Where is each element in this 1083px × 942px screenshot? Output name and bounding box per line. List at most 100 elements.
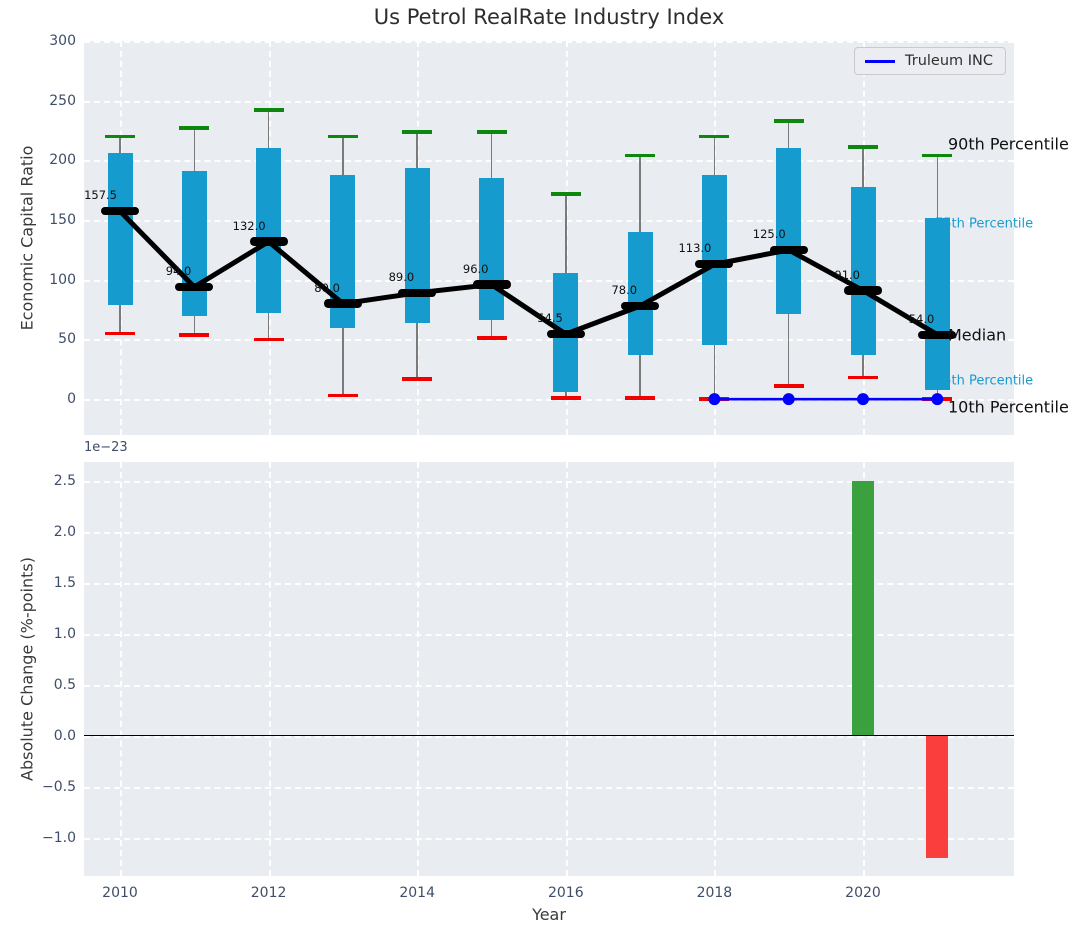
- y-tick-label: 150: [49, 212, 76, 229]
- annotation-median: Median: [948, 325, 1007, 345]
- median-value-label: 54.0: [908, 311, 935, 326]
- median-value-label: 96.0: [462, 261, 489, 276]
- iqr-bar: [776, 148, 802, 315]
- whisker-cap-10th: [476, 336, 507, 341]
- whisker-cap-90th: [848, 145, 878, 150]
- line-overlay: [118, 209, 944, 406]
- scale-offset-label: 1e−23: [84, 440, 128, 455]
- legend: Truleum INC: [854, 47, 1006, 75]
- y-tick-label: 2.5: [53, 472, 76, 489]
- zero-line: [84, 734, 1014, 737]
- y-tick-label: −0.5: [42, 778, 76, 795]
- top-plot-area: Truleum INC 75th Percentile 25th Percenti…: [84, 41, 1069, 435]
- y-tick-label: 0.0: [53, 727, 76, 744]
- median-dash: [323, 299, 362, 308]
- y-tick-label: 2.0: [53, 523, 76, 540]
- whisker-cap-10th: [848, 375, 878, 380]
- median-value-label: 157.5: [84, 188, 117, 203]
- x-tick-label: 2012: [250, 885, 287, 901]
- iqr-bar: [256, 148, 282, 314]
- median-dash: [844, 286, 882, 295]
- gridline: [84, 41, 1014, 43]
- whisker-cap-90th: [773, 119, 804, 123]
- legend-line-sample: [865, 59, 895, 63]
- y-tick-label: 100: [49, 271, 76, 288]
- change-bar-positive: [852, 480, 874, 736]
- truleum-marker: [708, 393, 721, 406]
- median-value-label: 91.0: [834, 267, 860, 282]
- gridline: [84, 582, 1014, 585]
- whisker-cap-10th: [253, 337, 284, 342]
- x-tick-label: 2020: [845, 885, 881, 901]
- median-dash: [101, 206, 139, 216]
- median-line: [118, 209, 939, 337]
- x-axis-label: Year: [532, 905, 566, 924]
- gridline: [565, 41, 568, 435]
- annotation-90th-percentile: 90th Percentile: [948, 134, 1069, 154]
- x-tick-label: 2018: [696, 885, 733, 901]
- gridline: [84, 633, 1014, 636]
- whisker-cap-90th: [179, 126, 210, 130]
- iqr-bar: [924, 217, 950, 390]
- legend-label: Truleum INC: [905, 53, 993, 69]
- gridline: [84, 480, 1014, 483]
- median-dash: [621, 301, 660, 311]
- annotation-25th-percentile: 25th Percentile: [935, 373, 1034, 389]
- whisker-cap-90th: [550, 192, 581, 196]
- median-dash: [918, 330, 957, 339]
- median-dash: [769, 245, 808, 255]
- gridline: [84, 735, 1014, 738]
- truleum-marker: [857, 393, 869, 406]
- gridline: [84, 339, 1014, 342]
- y-tick-label: 250: [49, 92, 76, 109]
- iqr-bar: [627, 232, 653, 355]
- whisker-cap-90th: [476, 129, 507, 134]
- median-value-label: 132.0: [232, 218, 266, 233]
- gridline: [84, 399, 1014, 402]
- truleum-marker: [931, 393, 944, 406]
- median-value-label: 94.0: [165, 263, 192, 278]
- y-tick-label: 200: [49, 152, 76, 169]
- whisker-cap-10th: [625, 396, 656, 400]
- gridline: [84, 220, 1014, 223]
- y-tick-label: −1.0: [42, 829, 76, 846]
- iqr-bar: [479, 178, 504, 321]
- annotation-10th-percentile: 10th Percentile: [948, 397, 1069, 417]
- whisker-cap-90th: [625, 153, 656, 158]
- whisker-cap-90th: [253, 108, 284, 113]
- gridline: [84, 786, 1014, 789]
- whisker-cap-10th: [105, 331, 135, 336]
- gridline: [84, 531, 1014, 534]
- whisker-cap-10th: [327, 393, 358, 398]
- whisker-cap-10th: [402, 377, 433, 381]
- annotation-75th-percentile: 75th Percentile: [935, 216, 1034, 232]
- whisker-cap-90th: [699, 134, 730, 139]
- x-tick-label: 2010: [102, 885, 138, 901]
- gridline: [268, 462, 271, 876]
- y-tick-label: 0: [67, 391, 76, 408]
- whisker-cap-90th: [327, 134, 358, 139]
- y-tick-label: 0.5: [53, 676, 76, 693]
- gridline: [84, 279, 1014, 282]
- whisker-cap-90th: [402, 129, 433, 134]
- whisker-cap-10th: [179, 332, 210, 337]
- y-tick-label: 50: [58, 331, 76, 348]
- whisker-cap-90th: [105, 134, 135, 139]
- median-dash: [472, 280, 511, 289]
- median-dash: [695, 260, 734, 269]
- y-tick-label: 1.5: [53, 574, 76, 591]
- whisker-cap-10th: [773, 384, 804, 388]
- truleum-marker: [782, 393, 795, 406]
- median-value-label: 113.0: [678, 241, 712, 256]
- gridline: [84, 160, 1014, 163]
- median-dash: [249, 237, 288, 246]
- y-tick-label: 300: [49, 33, 76, 49]
- gridline: [120, 462, 122, 876]
- gridline: [565, 462, 568, 876]
- median-value-label: 125.0: [752, 226, 786, 241]
- median-value-label: 54.5: [537, 311, 563, 326]
- bottom-plot-area: [84, 462, 1014, 876]
- gridline: [417, 462, 420, 876]
- y-axis-label-top: Economic Capital Ratio: [17, 145, 37, 331]
